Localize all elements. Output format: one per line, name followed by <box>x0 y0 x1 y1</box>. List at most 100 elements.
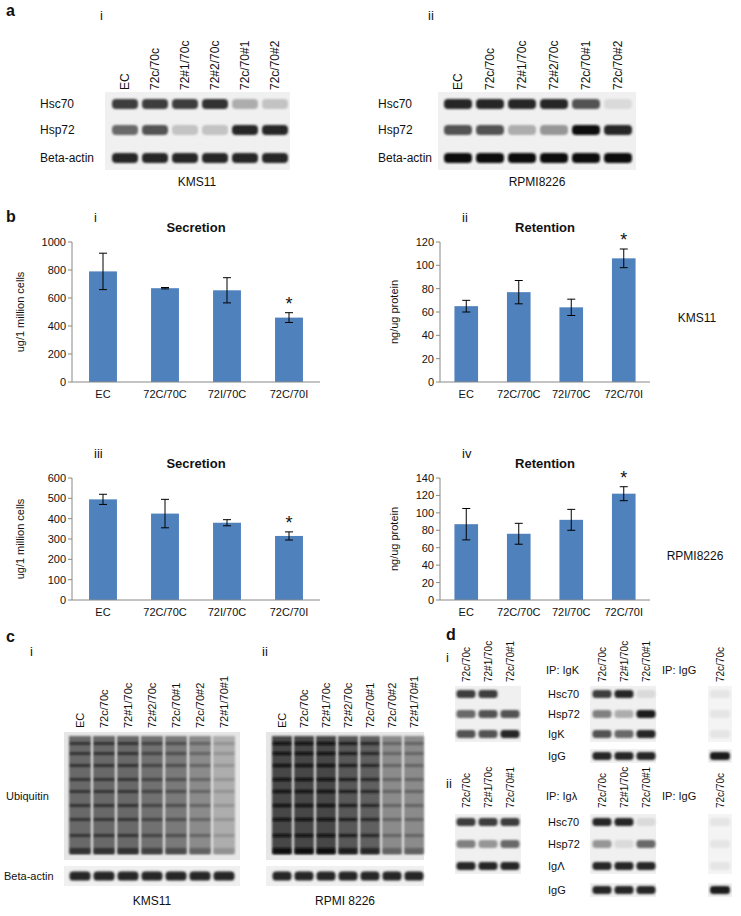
band <box>457 862 476 870</box>
y-tick-label: 800 <box>48 264 66 276</box>
lane-label: 72#1/70c <box>320 682 332 728</box>
sub-label: ii <box>446 776 452 791</box>
lane-label: 72#1/70c <box>483 641 494 682</box>
lane-label: 72#1/70c <box>515 41 529 90</box>
error-line <box>289 532 290 540</box>
smear-band <box>383 804 401 807</box>
plot-area <box>454 487 635 600</box>
error-line <box>466 300 467 312</box>
sub-label: iv <box>462 446 472 461</box>
band <box>615 818 634 826</box>
smear-band <box>317 834 335 837</box>
smear-band <box>166 778 186 781</box>
band <box>501 862 520 870</box>
error-line <box>103 494 104 504</box>
sub-label: i <box>446 650 449 665</box>
y-tick <box>436 565 440 566</box>
lane-label: 72c/70#1 <box>579 40 593 90</box>
band <box>457 730 476 738</box>
blot-membrane <box>105 92 290 170</box>
smear-band <box>383 834 401 837</box>
error-cap <box>567 315 575 316</box>
band <box>501 730 520 738</box>
band <box>501 818 520 826</box>
chart-title: Secretion <box>166 220 225 235</box>
band <box>604 99 632 109</box>
error-bar <box>567 299 575 315</box>
error-line <box>165 499 166 527</box>
error-cap <box>99 289 107 290</box>
smear-lane <box>189 736 211 854</box>
band <box>476 153 504 163</box>
lane-label: 72c/70c <box>715 647 726 682</box>
lane-label: 72c/70c <box>715 773 726 808</box>
smear-band <box>383 818 401 821</box>
band <box>572 99 600 109</box>
error-line <box>466 509 467 540</box>
smear-band <box>405 804 423 807</box>
bar <box>612 494 636 600</box>
panel-label: b <box>6 208 16 225</box>
ubiquitin-smear <box>189 736 211 854</box>
blot-membrane <box>64 732 240 860</box>
smear-band <box>190 752 210 755</box>
smear-band <box>142 790 162 793</box>
smear-band <box>70 790 90 793</box>
row-label: IgG <box>548 884 566 896</box>
ubiquitin-smear <box>69 736 91 854</box>
error-line <box>227 278 228 303</box>
cell-line-label: KMS11 <box>678 311 717 325</box>
smear-band <box>214 818 234 821</box>
smear-band <box>166 752 186 755</box>
ip-label: IP: IgK <box>546 664 580 676</box>
smear-band <box>383 752 401 755</box>
band <box>540 125 568 135</box>
ubiquitin-smear <box>360 736 380 854</box>
smear-band <box>339 764 357 767</box>
band <box>479 862 498 870</box>
error-bar <box>620 487 628 501</box>
y-tick <box>68 498 72 499</box>
y-tick <box>68 382 72 383</box>
smear-band <box>94 790 114 793</box>
smear-band <box>273 778 291 781</box>
sub-label: ii <box>428 8 434 23</box>
smear-band <box>317 804 335 807</box>
lane-label: 72#1/70c <box>619 641 630 682</box>
ubiquitin-smear <box>117 736 139 854</box>
smear-band <box>214 778 234 781</box>
lane-label: 72#1/70#1 <box>408 676 420 728</box>
band <box>317 872 336 881</box>
x-tick-label: 72I/70C <box>208 388 247 400</box>
band <box>710 886 730 894</box>
panel-label: c <box>6 628 15 645</box>
smear-band <box>94 752 114 755</box>
smear-band <box>166 834 186 837</box>
error-line <box>623 487 624 501</box>
ubiquitin-smear <box>141 736 163 854</box>
lane-label: 72#1/70c <box>483 767 494 808</box>
y-tick <box>68 478 72 479</box>
y-axis <box>440 478 441 600</box>
band <box>593 710 612 718</box>
ubiquitin-smear <box>93 736 115 854</box>
row-label: Beta-actin <box>425 879 426 880</box>
lane-label: 72c/70c <box>98 689 110 728</box>
error-cap <box>515 303 523 304</box>
y-tick-label: 300 <box>48 533 66 545</box>
smear-lane <box>382 736 402 854</box>
smear-band <box>273 834 291 837</box>
band <box>508 99 536 109</box>
band <box>202 99 228 109</box>
blot-membrane <box>590 686 656 742</box>
bar <box>454 306 478 382</box>
bar-chart: ivRetentionng/ug protein0204060801001201… <box>388 446 650 618</box>
row-label: Beta-actin <box>40 151 94 165</box>
y-tick-label: 0 <box>60 594 66 606</box>
error-cap <box>161 288 169 289</box>
panel-label: d <box>446 626 456 643</box>
significance-marker: * <box>620 230 627 250</box>
smear-band <box>295 742 313 745</box>
smear-band <box>295 848 313 854</box>
band <box>142 872 163 881</box>
